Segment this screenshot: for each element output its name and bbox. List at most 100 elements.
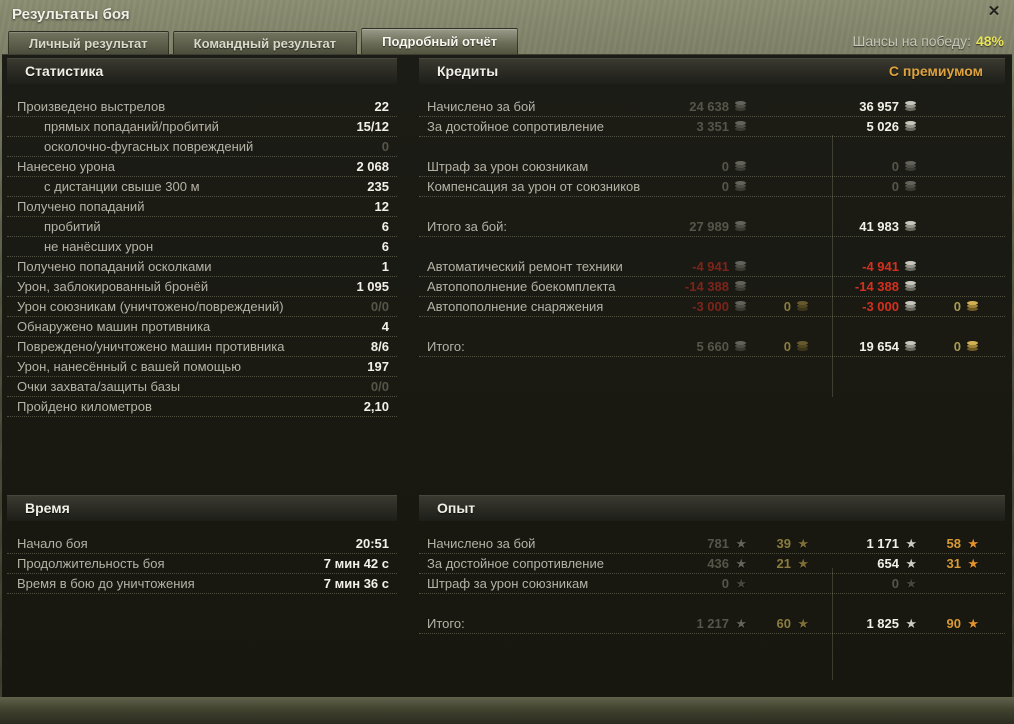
table-row: Продолжительность боя 7 мин 42 с [7, 554, 397, 574]
time-rows: Начало боя 20:51 Продолжительность боя 7 м… [7, 534, 397, 594]
table-row: Начало боя 20:51 [7, 534, 397, 554]
gold-icon [966, 341, 979, 352]
xp-icon: ★ [905, 616, 917, 631]
table-row: Обнаружено машин противника 4 [7, 317, 397, 337]
table-row: Автопополнение боекомплекта -14 388 -14 … [419, 277, 1005, 297]
table-row: Урон союзникам (уничтожено/повреждений) 0… [7, 297, 397, 317]
table-row: Получено попаданий 12 [7, 197, 397, 217]
xp-icon: ★ [735, 616, 747, 631]
table-row: с дистанции свыше 300 м 235 [7, 177, 397, 197]
section-title: Статистика [25, 63, 104, 79]
credits-icon [904, 181, 917, 192]
win-chance: Шансы на победу: 48% [852, 33, 1004, 49]
credits-icon [734, 261, 747, 272]
credits-icon [734, 121, 747, 132]
table-row: Штраф за урон союзникам 0 0 [419, 157, 1005, 177]
free-xp-icon: ★ [797, 616, 809, 631]
tab-bar: Личный результат Командный результат Под… [8, 28, 519, 54]
time-panel: Время Начало боя 20:51 Продолжительность … [7, 495, 397, 594]
table-row: не нанёсших урон 6 [7, 237, 397, 257]
experience-panel: Опыт Начислено за бой 781 ★ 39 ★ 1 171 ★ 58… [419, 495, 1005, 680]
table-row: Урон, нанесённый с вашей помощью 197 [7, 357, 397, 377]
credits-icon [904, 281, 917, 292]
table-row: Нанесено урона 2 068 [7, 157, 397, 177]
table-row: Урон, заблокированный бронёй 1 095 [7, 277, 397, 297]
close-icon[interactable]: ✕ [987, 3, 1001, 20]
table-row: Автопополнение снаряжения -3 000 0 -3 00… [419, 297, 1005, 317]
statistics-rows: Произведено выстрелов 22 прямых попаданий… [7, 97, 397, 417]
credits-icon [904, 121, 917, 132]
xp-icon: ★ [735, 576, 747, 591]
tab-personal-result[interactable]: Личный результат [8, 31, 169, 54]
row-spacer [419, 317, 1005, 337]
table-row: За достойное сопротивление 436 ★ 21 ★ 654 ★… [419, 554, 1005, 574]
premium-column-label: С премиумом [888, 63, 983, 79]
row-spacer [419, 237, 1005, 257]
credits-icon [734, 301, 747, 312]
table-row: Очки захвата/защиты базы 0/0 [7, 377, 397, 397]
tab-detailed-report[interactable]: Подробный отчёт [361, 28, 519, 54]
table-row: Штраф за урон союзникам 0 ★ 0 ★ [419, 574, 1005, 594]
page-title: Результаты боя [12, 6, 130, 23]
table-row: прямых попаданий/пробитий 15/12 [7, 117, 397, 137]
column-divider [832, 568, 833, 680]
table-row: Итого: 1 217 ★ 60 ★ 1 825 ★ 90 ★ [419, 614, 1005, 634]
table-row: Компенсация за урон от союзников 0 0 [419, 177, 1005, 197]
free-xp-icon: ★ [797, 556, 809, 571]
row-spacer [419, 137, 1005, 157]
table-row: Повреждено/уничтожено машин противника 8/… [7, 337, 397, 357]
section-header-statistics: Статистика [7, 58, 397, 84]
section-header-credits: Кредиты С премиумом [419, 58, 1005, 84]
credits-icon [734, 221, 747, 232]
table-row: Время в бою до уничтожения 7 мин 36 с [7, 574, 397, 594]
table-row: Получено попаданий осколками 1 [7, 257, 397, 277]
tab-team-result[interactable]: Командный результат [172, 31, 358, 54]
statistics-panel: Статистика Произведено выстрелов 22 прямы… [7, 58, 397, 417]
column-divider [832, 135, 833, 397]
free-xp-icon: ★ [967, 616, 979, 631]
section-title: Время [25, 500, 70, 516]
credits-rows: Начислено за бой 24 638 36 957 За достой… [419, 97, 1005, 397]
credits-icon [734, 281, 747, 292]
content-area: Статистика Произведено выстрелов 22 прямы… [2, 54, 1012, 697]
table-row: Произведено выстрелов 22 [7, 97, 397, 117]
section-header-experience: Опыт [419, 495, 1005, 521]
gold-icon [966, 301, 979, 312]
table-row: За достойное сопротивление 3 351 5 026 [419, 117, 1005, 137]
section-title: Кредиты [437, 63, 499, 79]
row-spacer [419, 594, 1005, 614]
credits-icon [904, 161, 917, 172]
table-row: Итого за бой: 27 989 41 983 [419, 217, 1005, 237]
xp-icon: ★ [905, 576, 917, 591]
table-row: Начислено за бой 24 638 36 957 [419, 97, 1005, 117]
section-title: Опыт [437, 500, 476, 516]
credits-icon [904, 301, 917, 312]
titlebar: Результаты боя ✕ Личный результат Команд… [0, 0, 1014, 54]
credits-icon [734, 101, 747, 112]
table-row: Начислено за бой 781 ★ 39 ★ 1 171 ★ 58 ★ [419, 534, 1005, 554]
credits-icon [734, 341, 747, 352]
credits-panel: Кредиты С премиумом Начислено за бой 24 … [419, 58, 1005, 397]
credits-icon [904, 341, 917, 352]
credits-icon [734, 181, 747, 192]
free-xp-icon: ★ [967, 536, 979, 551]
table-row: осколочно-фугасных повреждений 0 [7, 137, 397, 157]
free-xp-icon: ★ [967, 556, 979, 571]
win-chance-value: 48% [975, 33, 1004, 49]
table-row: Пройдено километров 2,10 [7, 397, 397, 417]
free-xp-icon: ★ [797, 536, 809, 551]
table-row: Автоматический ремонт техники -4 941 -4 … [419, 257, 1005, 277]
credits-icon [904, 221, 917, 232]
credits-icon [734, 161, 747, 172]
section-header-time: Время [7, 495, 397, 521]
win-chance-label: Шансы на победу: [852, 33, 971, 49]
xp-icon: ★ [735, 536, 747, 551]
gold-icon [796, 301, 809, 312]
xp-icon: ★ [905, 556, 917, 571]
xp-icon: ★ [735, 556, 747, 571]
table-row: Итого: 5 660 0 19 654 0 [419, 337, 1005, 357]
row-spacer [419, 197, 1005, 217]
table-row: пробитий 6 [7, 217, 397, 237]
gold-icon [796, 341, 809, 352]
credits-icon [904, 261, 917, 272]
